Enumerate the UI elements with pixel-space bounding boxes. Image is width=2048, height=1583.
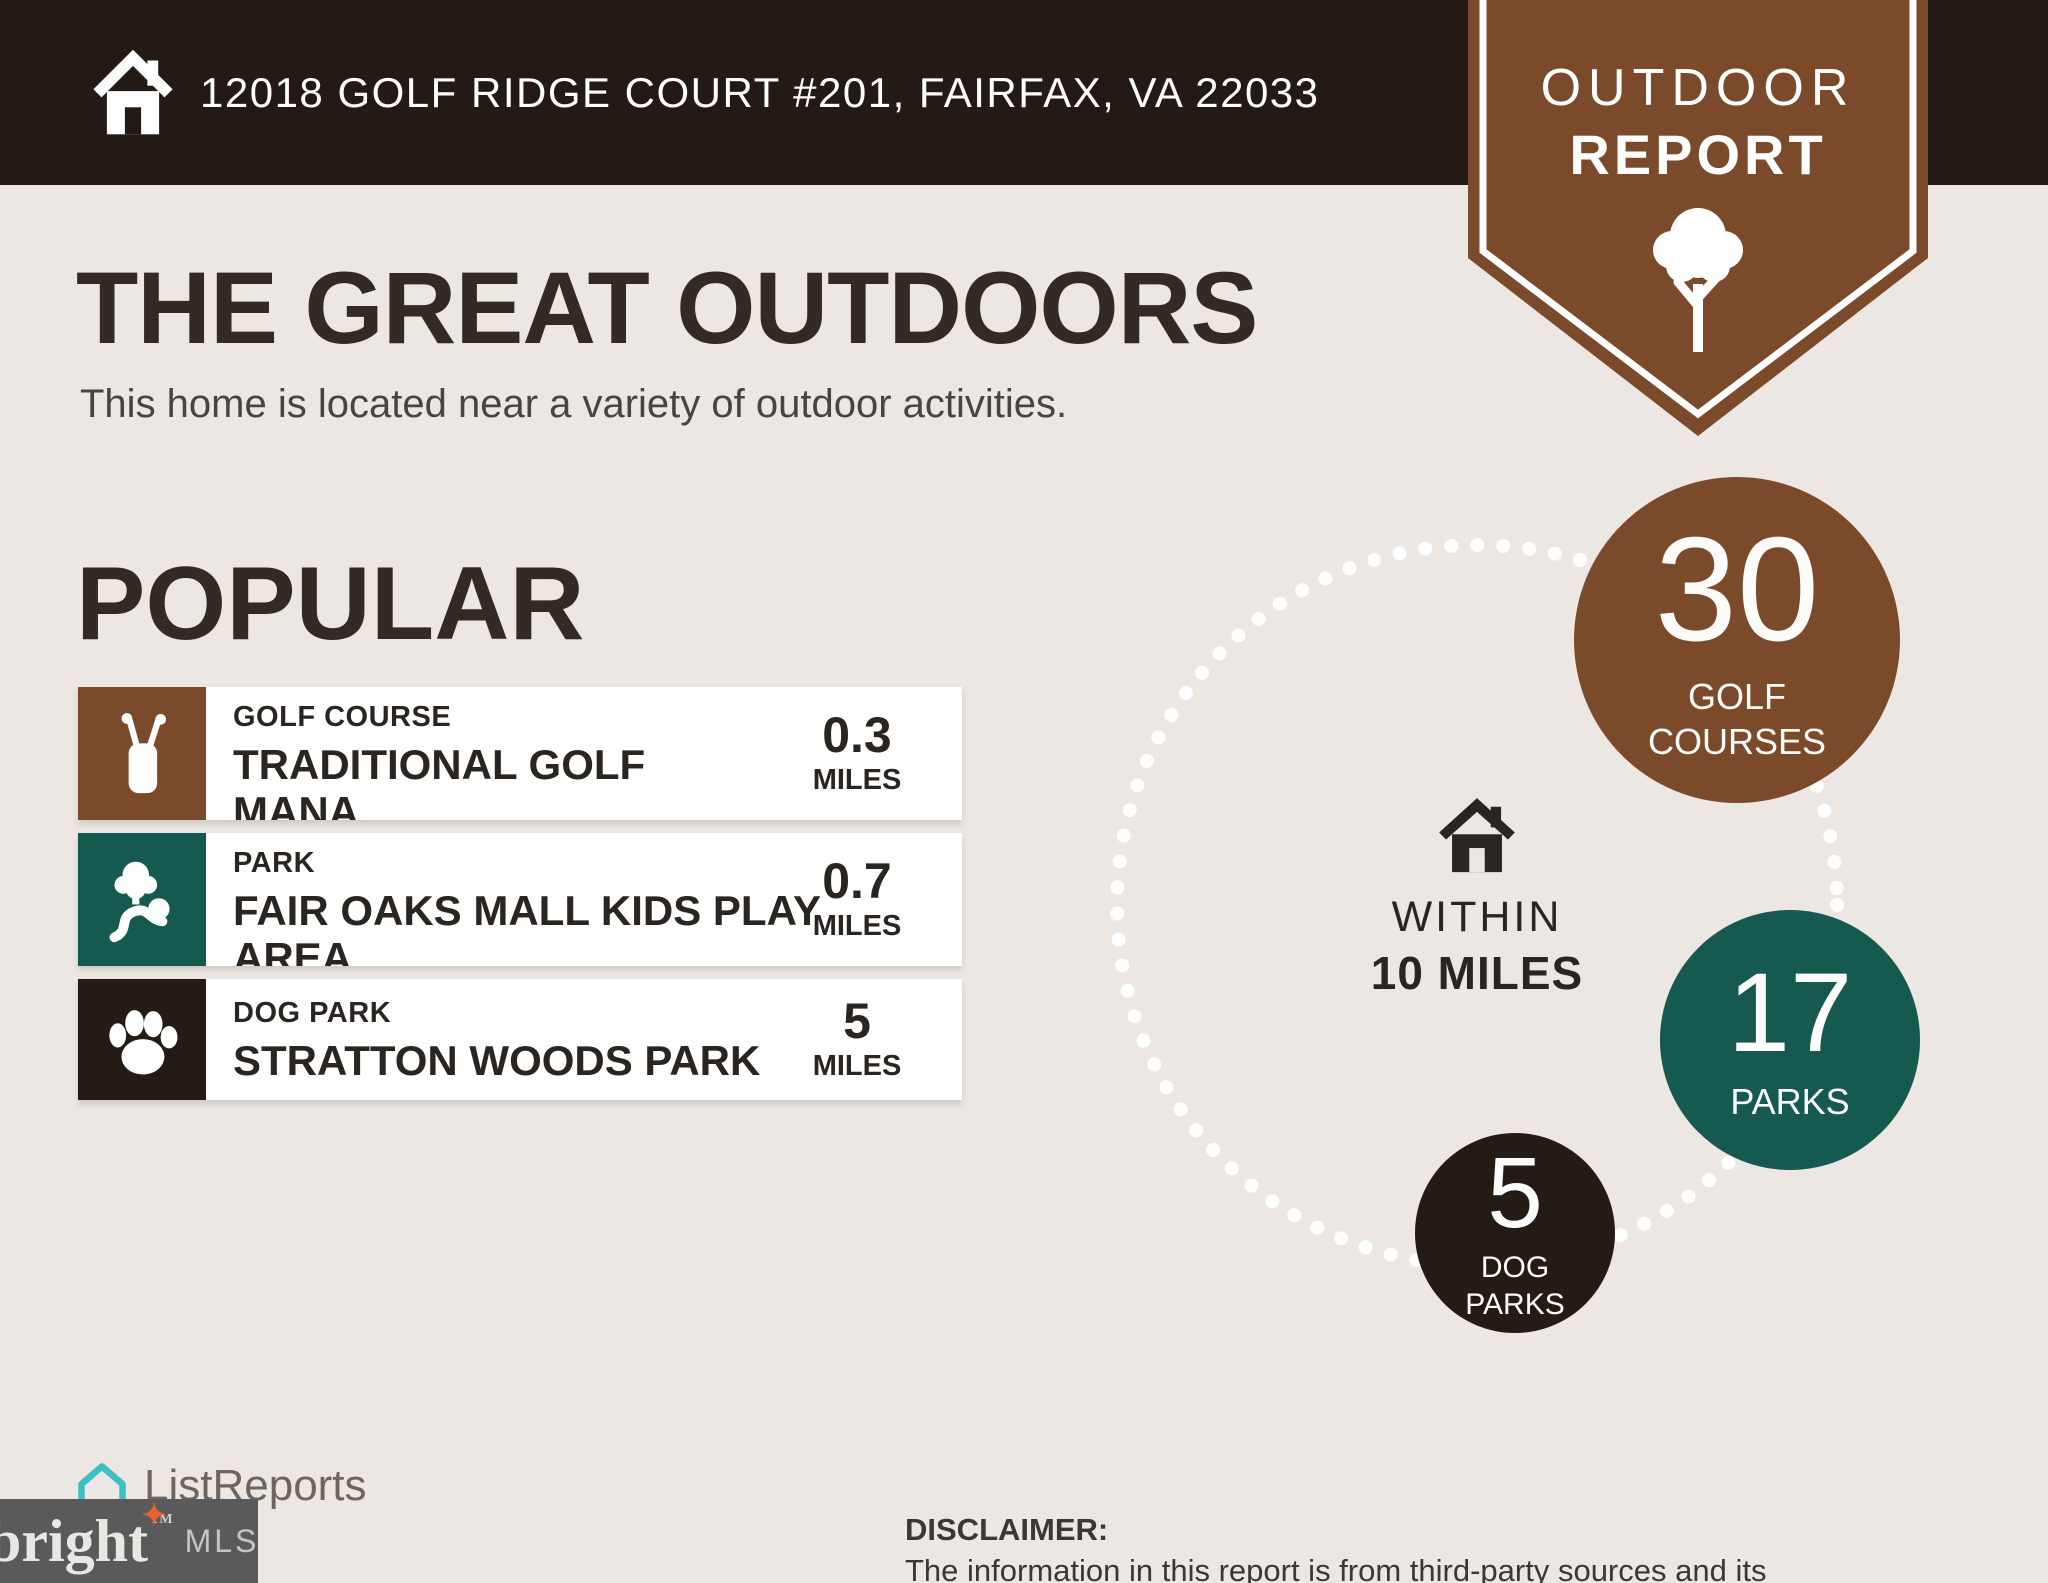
banner-title-line1: OUTDOOR	[1540, 59, 1856, 117]
radius-dotted-circle	[1110, 538, 1844, 1272]
stat-value: 30	[1654, 507, 1820, 672]
page-title: THE GREAT OUTDOORS	[76, 251, 1258, 365]
disclaimer-label: DISCLAIMER:	[905, 1512, 1109, 1548]
stat-circle-dog-parks: 5 DOG PARKS	[1415, 1133, 1615, 1333]
item-distance: 5 MILES	[772, 979, 942, 1100]
property-address: 12018 GOLF RIDGE COURT #201, FAIRFAX, VA…	[200, 68, 1320, 116]
stat-label: DOG PARKS	[1465, 1250, 1565, 1322]
list-item-park: PARK FAIR OAKS MALL KIDS PLAY AREA 0.7 M…	[78, 833, 962, 966]
banner-title-line2: REPORT	[1569, 123, 1827, 186]
list-item-golf-course: GOLF COURSE TRADITIONAL GOLF MANA 0.3 MI…	[78, 687, 962, 820]
item-distance: 0.3 MILES	[772, 687, 942, 820]
park-trees-icon	[78, 833, 206, 966]
within-radius-label: WITHIN 10 MILES	[1347, 798, 1607, 1000]
mls-wordmark: MLS	[184, 1522, 258, 1559]
item-category: DOG PARK	[233, 997, 392, 1029]
distance-value: 0.3	[822, 707, 892, 763]
golf-bag-icon	[78, 687, 206, 820]
item-distance: 0.7 MILES	[772, 833, 942, 966]
trademark-symbol: TM	[150, 1512, 173, 1527]
disclaimer: DISCLAIMER: The information in this repo…	[905, 1470, 1895, 1583]
home-icon	[93, 49, 173, 135]
within-line1: WITHIN	[1391, 893, 1563, 941]
stat-circle-parks: 17 PARKS	[1660, 910, 1920, 1170]
item-name: FAIR OAKS MALL KIDS PLAY AREA	[233, 887, 822, 966]
stat-value: 17	[1727, 949, 1853, 1075]
tree-icon	[1653, 208, 1743, 352]
distance-unit: MILES	[812, 1050, 902, 1082]
item-category: GOLF COURSE	[233, 701, 452, 733]
within-line2: 10 MILES	[1370, 947, 1584, 999]
stat-value: 5	[1487, 1136, 1543, 1249]
stat-circle-golf-courses: 30 GOLF COURSES	[1574, 477, 1900, 803]
item-name: STRATTON WOODS PARK	[233, 1037, 761, 1084]
stat-label: PARKS	[1730, 1080, 1850, 1122]
stat-label: GOLF COURSES	[1647, 676, 1827, 762]
distance-value: 0.7	[822, 853, 892, 909]
list-item-dog-park: DOG PARK STRATTON WOODS PARK 5 MILES	[78, 979, 962, 1100]
paw-icon	[78, 979, 206, 1100]
item-category: PARK	[233, 847, 316, 879]
house-icon	[1439, 798, 1515, 873]
disclaimer-text: The information in this report is from t…	[905, 1552, 1767, 1583]
distance-unit: MILES	[812, 764, 902, 796]
item-name: TRADITIONAL GOLF MANA	[233, 741, 646, 820]
outdoor-report-banner: OUTDOOR REPORT	[1468, 0, 1928, 440]
distance-value: 5	[843, 993, 871, 1049]
popular-heading: POPULAR	[76, 546, 585, 662]
bright-mls-logo: bright TM ✦ MLS	[0, 1499, 258, 1583]
bright-wordmark: bright TM ✦	[0, 1499, 173, 1574]
bright-star-icon: ✦	[141, 1499, 167, 1532]
page-subtitle: This home is located near a variety of o…	[80, 382, 1068, 426]
distance-unit: MILES	[812, 910, 902, 942]
